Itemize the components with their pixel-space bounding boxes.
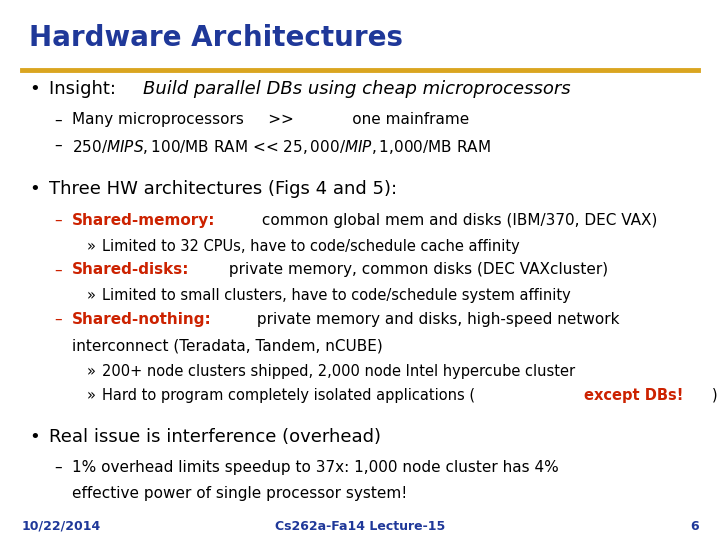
Text: Many microprocessors     >>            one mainframe: Many microprocessors >> one mainframe bbox=[72, 112, 469, 127]
Text: Hard to program completely isolated applications (: Hard to program completely isolated appl… bbox=[102, 388, 475, 403]
Text: –: – bbox=[54, 112, 62, 127]
Text: 1% overhead limits speedup to 37x: 1,000 node cluster has 4%: 1% overhead limits speedup to 37x: 1,000… bbox=[72, 460, 559, 475]
Text: Three HW architectures (Figs 4 and 5):: Three HW architectures (Figs 4 and 5): bbox=[49, 180, 397, 198]
Text: •: • bbox=[29, 180, 40, 198]
Text: Shared-nothing:: Shared-nothing: bbox=[72, 312, 212, 327]
Text: –: – bbox=[54, 262, 62, 278]
Text: interconnect (Teradata, Tandem, nCUBE): interconnect (Teradata, Tandem, nCUBE) bbox=[72, 338, 383, 353]
Text: 6: 6 bbox=[690, 520, 698, 533]
Text: Limited to small clusters, have to code/schedule system affinity: Limited to small clusters, have to code/… bbox=[102, 288, 571, 303]
Text: »: » bbox=[86, 364, 95, 379]
Text: •: • bbox=[29, 80, 40, 98]
Text: –: – bbox=[54, 213, 62, 228]
Text: Cs262a-Fa14 Lecture-15: Cs262a-Fa14 Lecture-15 bbox=[275, 520, 445, 533]
Text: effective power of single processor system!: effective power of single processor syst… bbox=[72, 486, 408, 501]
Text: 200+ node clusters shipped, 2,000 node Intel hypercube cluster: 200+ node clusters shipped, 2,000 node I… bbox=[102, 364, 575, 379]
Text: except DBs!: except DBs! bbox=[584, 388, 683, 403]
Text: $250/MIPS, $100/MB RAM << $25,000/MIP, $1,000/MB RAM: $250/MIPS, $100/MB RAM << $25,000/MIP, $… bbox=[72, 138, 491, 156]
Text: »: » bbox=[86, 388, 95, 403]
Text: private memory and disks, high-speed network: private memory and disks, high-speed net… bbox=[252, 312, 620, 327]
Text: Insight:: Insight: bbox=[49, 80, 122, 98]
Text: »: » bbox=[86, 288, 95, 303]
Text: Shared-disks:: Shared-disks: bbox=[72, 262, 189, 278]
Text: ): ) bbox=[712, 388, 718, 403]
Text: private memory, common disks (DEC VAXcluster): private memory, common disks (DEC VAXclu… bbox=[224, 262, 608, 278]
Text: common global mem and disks (IBM/370, DEC VAX): common global mem and disks (IBM/370, DE… bbox=[257, 213, 657, 228]
Text: Hardware Architectures: Hardware Architectures bbox=[29, 24, 402, 52]
Text: –: – bbox=[54, 460, 62, 475]
Text: –: – bbox=[54, 312, 62, 327]
Text: •: • bbox=[29, 428, 40, 445]
Text: 10/22/2014: 10/22/2014 bbox=[22, 520, 101, 533]
Text: Real issue is interference (overhead): Real issue is interference (overhead) bbox=[49, 428, 381, 445]
Text: –: – bbox=[54, 138, 62, 153]
Text: Shared-memory:: Shared-memory: bbox=[72, 213, 215, 228]
Text: »: » bbox=[86, 239, 95, 254]
Text: Limited to 32 CPUs, have to code/schedule cache affinity: Limited to 32 CPUs, have to code/schedul… bbox=[102, 239, 520, 254]
Text: Build parallel DBs using cheap microprocessors: Build parallel DBs using cheap microproc… bbox=[143, 80, 570, 98]
